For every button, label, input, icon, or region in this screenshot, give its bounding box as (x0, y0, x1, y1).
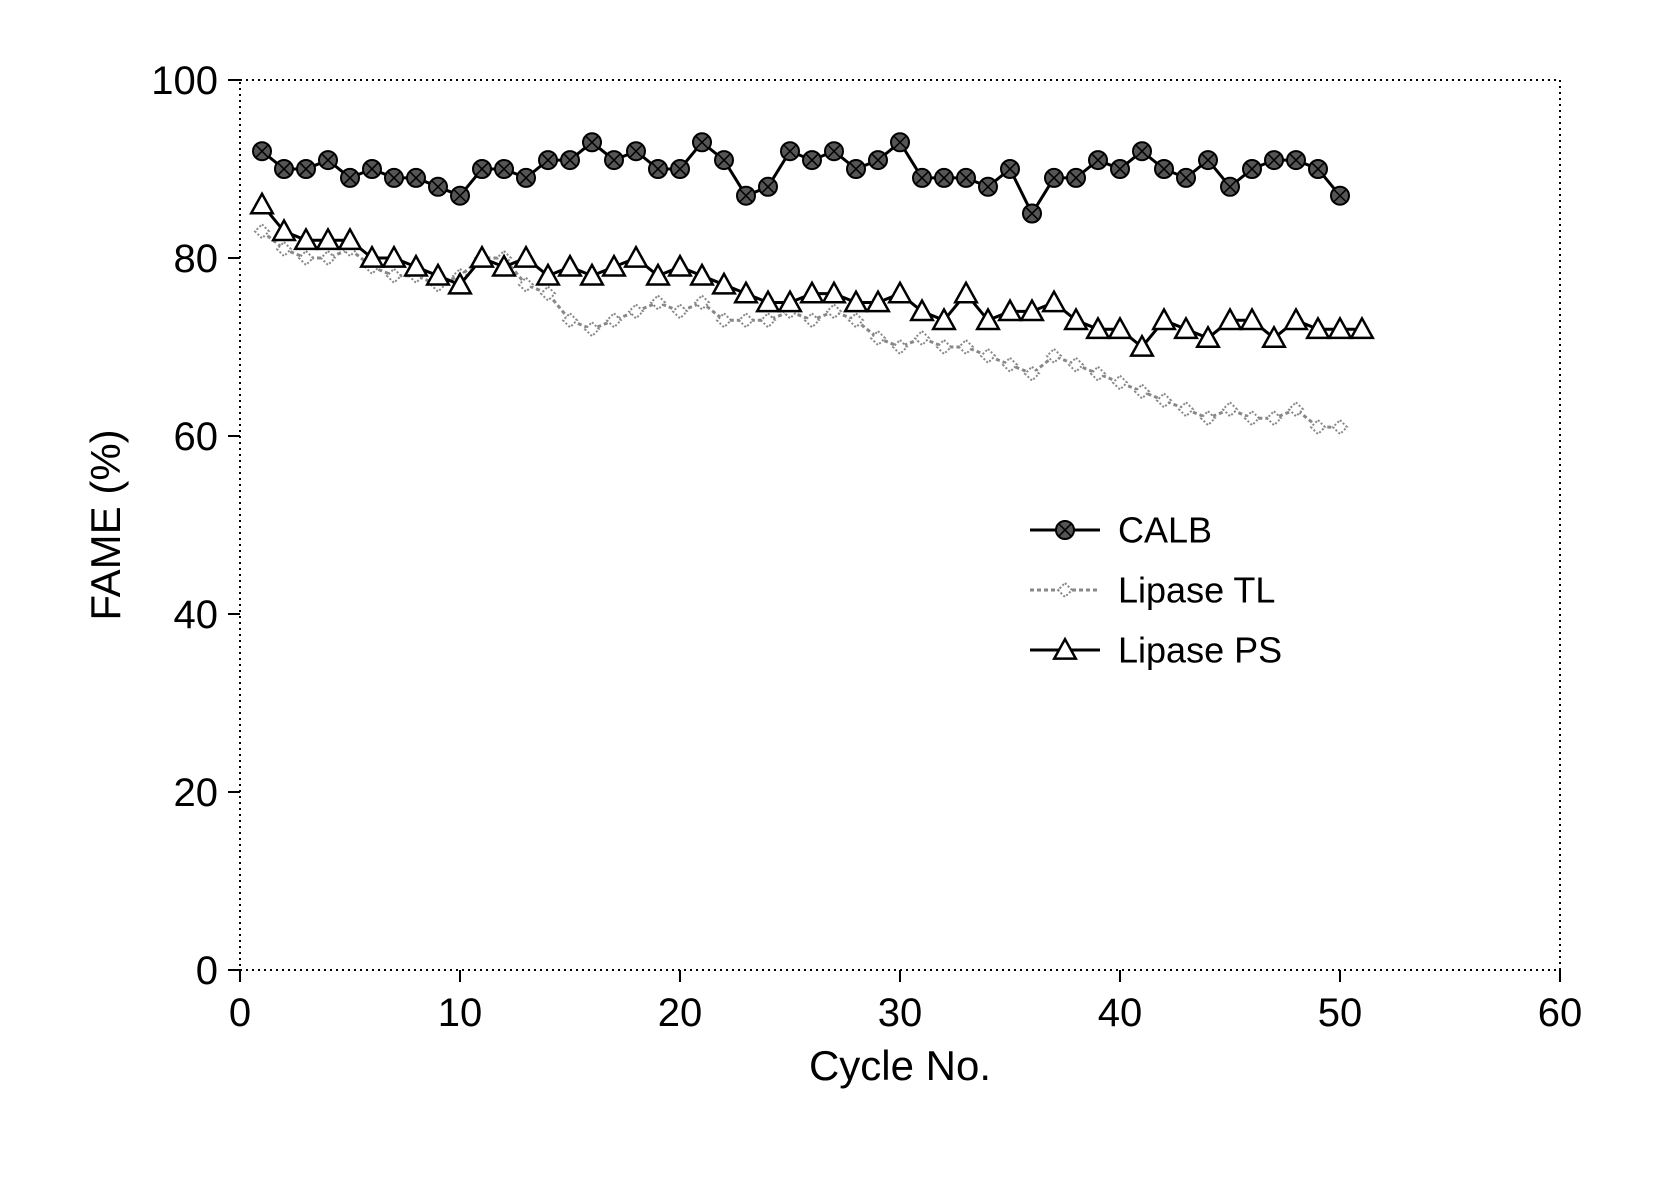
x-tick-label: 30 (878, 991, 923, 1035)
x-tick-label: 10 (438, 991, 483, 1035)
y-tick-label: 20 (174, 771, 219, 815)
y-tick-label: 60 (174, 415, 219, 459)
fame-cycle-chart: 0 10 20 30 40 50 60 0 20 40 60 80 100 Cycle No. FAME (… (40, 40, 1626, 1157)
y-tick-label: 40 (174, 593, 219, 637)
svg-text:Lipase PS: Lipase PS (1118, 630, 1282, 671)
svg-text:Lipase TL: Lipase TL (1118, 570, 1275, 611)
chart-svg: 0 10 20 30 40 50 60 0 20 40 60 80 100 Cycle No. FAME (… (40, 40, 1626, 1157)
y-tick-label: 80 (174, 237, 219, 281)
x-tick-label: 40 (1098, 991, 1143, 1035)
y-axis-label: FAME (%) (82, 429, 129, 620)
svg-text:CALB: CALB (1118, 510, 1212, 551)
x-tick-label: 50 (1318, 991, 1363, 1035)
x-tick-label: 60 (1538, 991, 1583, 1035)
x-tick-label: 20 (658, 991, 703, 1035)
x-tick-label: 0 (229, 991, 251, 1035)
x-axis-label: Cycle No. (809, 1042, 991, 1089)
y-tick-label: 0 (196, 949, 218, 993)
y-tick-label: 100 (151, 59, 218, 103)
